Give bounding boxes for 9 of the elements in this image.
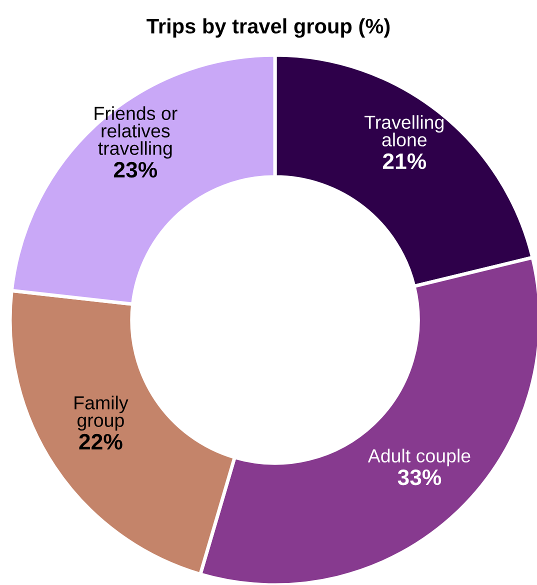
slice-label: Travelling alone <box>364 115 444 146</box>
data-label: 22% <box>79 434 122 450</box>
data-label: 23% <box>114 162 158 178</box>
chart-title: Trips by travel group (%) <box>146 18 390 38</box>
data-label: 33% <box>398 469 442 486</box>
slice-label: Family group <box>74 396 128 431</box>
slice-label: Friends or relatives travelling <box>94 106 178 159</box>
slice-label: Adult couple <box>368 448 470 466</box>
data-label: 21% <box>382 153 426 170</box>
